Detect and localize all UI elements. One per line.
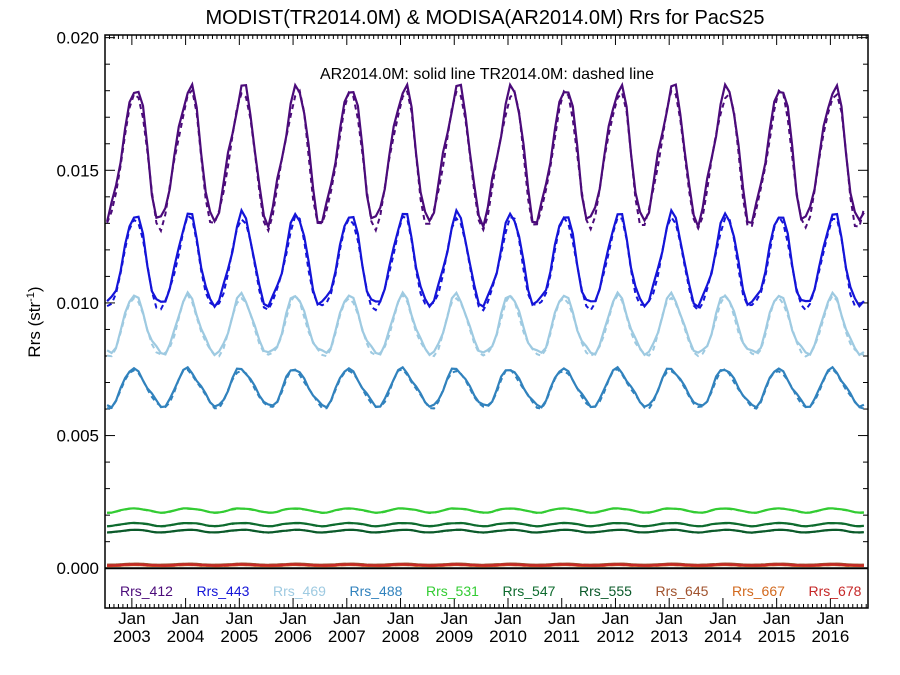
legend-entry-rrs_469: Rrs_469	[273, 583, 326, 599]
x-tick-month: Jan	[118, 609, 145, 628]
y-axis: 0.000 0.005 0.010 0.015 0.020	[56, 29, 868, 578]
y-axis-label: Rrs (str-1)	[25, 286, 44, 357]
x-tick-month: Jan	[655, 609, 682, 628]
series-line-rrs_469-dashed	[106, 293, 865, 358]
x-tick-year: 2008	[382, 627, 420, 646]
x-tick-month: Jan	[763, 609, 790, 628]
x-tick-year: 2011	[543, 627, 580, 646]
legend-entry-rrs_547: Rrs_547	[503, 583, 556, 599]
series-line-rrs_443-solid	[106, 207, 865, 309]
series-line-rrs_531-dashed	[107, 507, 864, 515]
y-tick-label: 0.005	[56, 427, 99, 446]
plot-frame	[104, 34, 869, 609]
legend-entry-rrs_531: Rrs_531	[426, 583, 479, 599]
series-lines	[106, 81, 865, 568]
series-line-rrs_443-dashed	[106, 213, 865, 312]
x-tick-year: 2004	[167, 627, 205, 646]
x-tick-month: Jan	[226, 609, 253, 628]
x-tick-month: Jan	[709, 609, 736, 628]
x-tick-year: 2007	[328, 627, 366, 646]
y-tick-label: 0.000	[56, 559, 99, 578]
chart-title: MODIST(TR2014.0M) & MODISA(AR2014.0M) Rr…	[205, 7, 764, 29]
legend-entry-rrs_645: Rrs_645	[656, 583, 709, 599]
x-tick-year: 2013	[650, 627, 688, 646]
y-tick-label: 0.020	[56, 29, 99, 48]
x-axis: Jan2003Jan2004Jan2005Jan2006Jan2007Jan20…	[108, 35, 867, 646]
legend-entry-rrs_678: Rrs_678	[809, 583, 862, 599]
legend-entry-rrs_488: Rrs_488	[350, 583, 403, 599]
series-line-rrs_412-dashed	[106, 88, 865, 234]
series-line-rrs_678-dashed	[107, 563, 864, 567]
x-tick-month: Jan	[441, 609, 468, 628]
x-tick-month: Jan	[817, 609, 844, 628]
y-tick-label: 0.010	[56, 294, 99, 313]
series-line-rrs_531-solid	[107, 507, 864, 514]
x-tick-year: 2016	[811, 627, 849, 646]
x-tick-year: 2012	[597, 627, 635, 646]
line-style-annotation: AR2014.0M: solid line TR2014.0M: dashed …	[320, 66, 654, 83]
x-tick-year: 2005	[220, 627, 258, 646]
legend: Rrs_412 Rrs_443 Rrs_469 Rrs_488 Rrs_531 Rrs_5…	[120, 583, 862, 599]
x-tick-month: Jan	[172, 609, 199, 628]
series-line-rrs_488-solid	[106, 365, 865, 409]
series-line-rrs_547-dashed	[107, 522, 864, 528]
x-tick-year: 2014	[704, 627, 742, 646]
x-tick-year: 2003	[113, 627, 151, 646]
series-line-rrs_412-solid	[106, 81, 865, 231]
x-tick-year: 2006	[274, 627, 312, 646]
x-tick-month: Jan	[602, 609, 629, 628]
x-tick-month: Jan	[494, 609, 521, 628]
x-tick-year: 2009	[435, 627, 473, 646]
y-tick-label: 0.015	[56, 161, 99, 180]
legend-entry-rrs_412: Rrs_412	[120, 583, 173, 599]
legend-entry-rrs_667: Rrs_667	[732, 583, 785, 599]
series-line-rrs_488-dashed	[107, 367, 865, 410]
x-tick-year: 2010	[489, 627, 527, 646]
x-tick-month: Jan	[548, 609, 575, 628]
x-tick-month: Jan	[333, 609, 360, 628]
x-tick-year: 2015	[758, 627, 796, 646]
x-tick-month: Jan	[279, 609, 306, 628]
legend-entry-rrs_555: Rrs_555	[579, 583, 632, 599]
series-line-rrs_555-dashed	[107, 528, 864, 534]
legend-entry-rrs_443: Rrs_443	[197, 583, 250, 599]
x-tick-month: Jan	[387, 609, 414, 628]
